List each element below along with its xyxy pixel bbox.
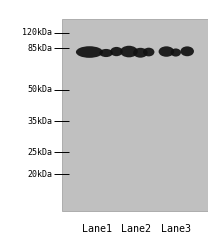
Text: 35kDa: 35kDa (27, 116, 52, 126)
Ellipse shape (133, 48, 148, 58)
Ellipse shape (171, 48, 181, 57)
Text: 120kDa: 120kDa (22, 28, 52, 37)
Ellipse shape (110, 47, 123, 56)
Text: Lane2: Lane2 (121, 224, 151, 234)
Text: Lane1: Lane1 (82, 224, 112, 234)
Text: 20kDa: 20kDa (27, 170, 52, 179)
Text: Lane3: Lane3 (161, 224, 191, 234)
Ellipse shape (120, 46, 138, 57)
Text: 85kDa: 85kDa (27, 44, 52, 53)
Ellipse shape (159, 46, 174, 57)
Text: 50kDa: 50kDa (27, 85, 52, 94)
Ellipse shape (99, 49, 113, 57)
FancyBboxPatch shape (62, 19, 208, 211)
Ellipse shape (143, 48, 154, 56)
Ellipse shape (76, 46, 103, 58)
Text: 25kDa: 25kDa (27, 148, 52, 157)
Ellipse shape (181, 46, 194, 56)
